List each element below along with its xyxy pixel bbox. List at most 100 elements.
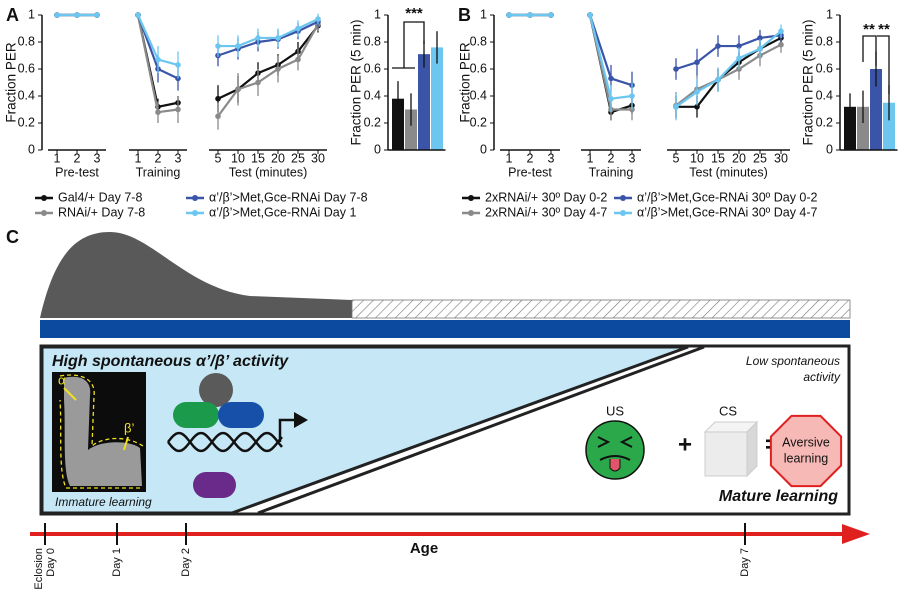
y-tick-label: 0.4 [18,88,35,102]
micrograph-tissue [64,376,142,486]
x-tick-label: 3 [94,151,101,165]
x-group-label: Test (minutes) [229,165,308,179]
legend-dot [41,195,47,201]
timeline-ticks: Eclosion Day 0 Day 1 Day 2 Day 7 [33,523,751,590]
point [215,43,221,49]
bracket [862,35,877,66]
significance: *** [405,5,423,22]
point [587,12,593,18]
point [135,12,141,18]
cs-label: CS [719,403,737,418]
legend-label: 2xRNAi/+ 30º Day 0-2 [485,190,607,204]
x-tick-label: 25 [291,151,305,165]
activity-curve [40,232,352,318]
x-tick-label: 1 [506,151,513,165]
series-line [217,20,319,57]
y-tick-label: 0 [480,142,487,156]
y-tick-label: 0.4 [816,88,833,102]
point [315,16,321,22]
point [608,75,614,82]
point [215,95,221,102]
arrow [63,387,77,401]
y-tick-label: 0.8 [470,34,487,48]
legend-label: Gal4/+ Day 7-8 [58,190,142,204]
x-tick-label: 30 [774,151,788,165]
x-tick-label: 1 [135,151,142,165]
arrow-head [294,412,308,428]
protein [193,472,236,498]
low-activity: Low spontaneous [746,354,840,368]
dna-strand [167,431,283,453]
legend-label: α’/β’>Met,Gce-RNAi 30º Day 4-7 [637,205,818,219]
y-tick-label: 0.4 [364,88,381,102]
timeline-label: Day 0 [45,548,57,577]
significance: ** [878,21,890,38]
series-line [675,43,782,107]
y-tick-label: 1 [374,7,381,21]
bar [392,98,404,150]
point [629,93,635,99]
legend-label: 2xRNAi/+ 30º Day 4-7 [485,205,607,219]
y-tick-label: 0 [826,142,833,156]
point [235,43,241,49]
x-tick-label: 5 [215,151,222,165]
point [295,56,301,63]
y-tick-label: 1 [28,7,35,21]
point [155,56,161,63]
protein [173,402,219,428]
point [778,28,784,34]
timeline-head [842,524,870,544]
point [527,12,533,18]
panel-label: C [6,227,19,247]
point [255,35,261,41]
point [175,62,181,68]
point [736,55,742,61]
point [74,12,80,18]
legend-dot [620,195,626,201]
point [215,113,221,120]
y-tick-label: 0.6 [816,61,833,75]
point [694,104,700,110]
y-tick-label: 0.2 [364,115,381,129]
y-tick-label: 1 [480,7,487,21]
y-tick-label: 1 [826,7,833,21]
y-tick-label: 0 [374,142,381,156]
point [715,43,721,49]
legend-dot [468,210,474,216]
us-label: US [606,403,624,418]
bar [431,47,443,150]
x-tick-label: 30 [311,151,325,165]
legend-dot [468,195,474,201]
y-axis-label: Fraction PER (5 min) [349,19,364,145]
point [175,106,181,113]
point [255,79,261,86]
y-axis-label: Fraction PER (5 min) [801,19,816,145]
y-tick-label: 0.6 [470,61,487,75]
y-axis-label: Fraction PER [458,42,473,123]
y-tick-label: 0.4 [470,88,487,102]
x-tick-label: 5 [673,151,680,165]
bar [870,69,882,150]
x-tick-label: 3 [175,151,182,165]
outcome-label: learning [784,451,829,465]
point [757,45,763,52]
point [275,66,281,72]
protein [199,373,233,407]
x-group-label: Test (minutes) [689,165,768,179]
legend-dot [41,210,47,216]
x-tick-label: 3 [548,151,555,165]
point [275,35,281,41]
x-tick-label: 2 [74,151,81,165]
point [673,104,679,110]
point [235,86,241,93]
bracket [877,35,890,94]
us-face [585,420,645,480]
bar [857,106,869,150]
cube-front [704,431,748,477]
age-bar [40,320,850,338]
y-tick-label: 0 [28,142,35,156]
tongue [609,459,621,472]
x-tick-label: 2 [527,151,534,165]
legend-dot [620,210,626,216]
timeline-label: Day 1 [111,548,123,577]
